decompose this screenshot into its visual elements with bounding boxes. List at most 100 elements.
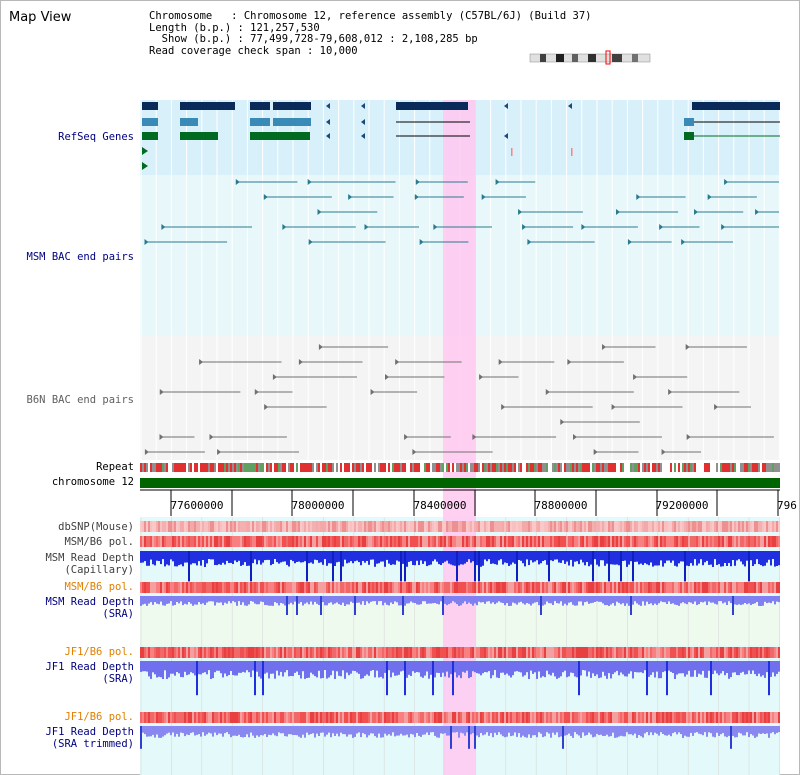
axis-tick-label: 796 xyxy=(777,499,797,512)
bac-end xyxy=(567,359,572,365)
chromosome-info: Chromosome : Chromosome 12, reference as… xyxy=(149,10,592,57)
bac-end xyxy=(199,359,204,365)
bac-end xyxy=(518,209,523,215)
bac-end xyxy=(681,239,686,245)
bac-end xyxy=(318,344,323,350)
bac-end xyxy=(627,239,632,245)
bac-end xyxy=(433,224,438,230)
bac-end xyxy=(636,194,641,200)
bac-end xyxy=(611,404,616,410)
track-label-chromosome[interactable]: chromosome 12 xyxy=(51,476,134,488)
axis-tick-label: 78000000 xyxy=(292,499,345,512)
bac-end xyxy=(602,344,606,350)
bac-end xyxy=(264,404,269,410)
bac-end xyxy=(308,239,313,245)
bac-end xyxy=(560,419,565,425)
bac-end xyxy=(217,449,222,455)
bac-end xyxy=(364,224,369,230)
track-label-msm-bac[interactable]: MSM BAC end pairs xyxy=(26,251,134,263)
bac-end xyxy=(685,344,690,350)
gene-block xyxy=(250,118,270,126)
bac-end xyxy=(370,389,375,395)
gene-arrow xyxy=(142,147,148,155)
gene-arrow xyxy=(361,133,365,139)
gene-block xyxy=(180,102,235,110)
track-label-refseq[interactable]: RefSeq Genes xyxy=(58,131,134,143)
bac-end xyxy=(298,359,303,365)
axis-tick-label: 78800000 xyxy=(535,499,588,512)
coverage-tracks[interactable] xyxy=(140,521,780,749)
bac-end xyxy=(668,389,673,395)
track-label-msm-depth-sra-1[interactable]: MSM Read Depth xyxy=(45,596,134,608)
track-label-msm-b6-pol-1[interactable]: MSM/B6 pol. xyxy=(64,536,134,548)
bac-end xyxy=(479,374,484,380)
gene-block xyxy=(250,132,310,140)
bac-end xyxy=(755,209,760,215)
track-label-jf1-depth-trim-2: (SRA trimmed) xyxy=(51,738,134,750)
gene-block xyxy=(273,118,311,126)
gene-mark xyxy=(571,148,573,156)
bac-end xyxy=(159,389,164,395)
track-label-jf1-depth-trim-1[interactable]: JF1 Read Depth xyxy=(45,726,134,738)
axis-tick-label: 79200000 xyxy=(656,499,709,512)
axis-tick-label: 77600000 xyxy=(171,499,224,512)
gene-arrow xyxy=(504,103,508,109)
track-label-msm-depth-cap-2: (Capillary) xyxy=(64,564,134,576)
gene-block xyxy=(142,118,158,126)
gene-block xyxy=(692,102,780,110)
bac-end xyxy=(307,179,312,185)
chromosome-bar[interactable] xyxy=(140,478,780,488)
bac-end xyxy=(159,434,164,440)
bac-end xyxy=(263,194,268,200)
axis-tick-label: 78400000 xyxy=(414,499,467,512)
bac-end xyxy=(144,449,149,455)
gene-block xyxy=(273,102,311,110)
gene-arrow xyxy=(326,103,330,109)
bac-end xyxy=(522,224,527,230)
track-label-msm-depth-sra-2: (SRA) xyxy=(102,608,134,620)
bac-end xyxy=(573,434,577,440)
gene-block xyxy=(250,102,270,110)
bac-end xyxy=(254,389,259,395)
gene-arrow xyxy=(504,133,508,139)
track-label-repeat[interactable]: Repeat xyxy=(96,461,134,473)
bac-end xyxy=(659,224,664,230)
track-label-b6n-bac[interactable]: B6N BAC end pairs xyxy=(26,394,134,406)
chromosome-ideogram-icon[interactable] xyxy=(529,50,651,65)
bac-end xyxy=(661,449,666,455)
bac-end xyxy=(694,209,698,215)
track-label-jf1-depth-sra-1[interactable]: JF1 Read Depth xyxy=(45,661,134,673)
bac-end xyxy=(144,239,149,245)
track-label-dbsnp[interactable]: dbSNP(Mouse) xyxy=(58,521,134,533)
gene-block xyxy=(684,132,694,140)
bac-end xyxy=(209,434,214,440)
bac-end xyxy=(714,404,719,410)
info-chromosome: Chromosome : Chromosome 12, reference as… xyxy=(149,10,592,22)
track-label-jf1-depth-sra-2: (SRA) xyxy=(102,673,134,685)
gene-arrow xyxy=(142,162,148,170)
track-label-msm-depth-cap-1[interactable]: MSM Read Depth xyxy=(45,552,134,564)
gene-mark xyxy=(511,148,513,156)
bac-end xyxy=(161,224,166,230)
gene-arrow xyxy=(568,103,572,109)
bac-end xyxy=(527,239,532,245)
bac-end xyxy=(404,434,409,440)
repeat-track[interactable] xyxy=(140,463,780,472)
bac-end xyxy=(235,179,240,185)
bac-end xyxy=(593,449,598,455)
bac-end xyxy=(395,359,400,365)
track-label-jf1-b6-pol-1[interactable]: JF1/B6 pol. xyxy=(64,646,134,658)
track-label-msm-b6-pol-2[interactable]: MSM/B6 pol. xyxy=(64,581,134,593)
position-axis: 77600000 78000000 78400000 78800000 7920… xyxy=(140,489,797,516)
info-coverage-span: Read coverage check span : 10,000 xyxy=(149,44,358,57)
bac-end xyxy=(481,194,486,200)
bac-end xyxy=(282,224,287,230)
info-show-range: Show (b.p.) : 77,499,728-79,608,012 : 2,… xyxy=(149,33,478,45)
bac-end xyxy=(414,194,419,200)
bac-end xyxy=(272,374,277,380)
bac-end xyxy=(707,194,712,200)
gene-arrow xyxy=(326,133,330,139)
track-features xyxy=(142,102,780,455)
track-label-jf1-b6-pol-2[interactable]: JF1/B6 pol. xyxy=(64,711,134,723)
